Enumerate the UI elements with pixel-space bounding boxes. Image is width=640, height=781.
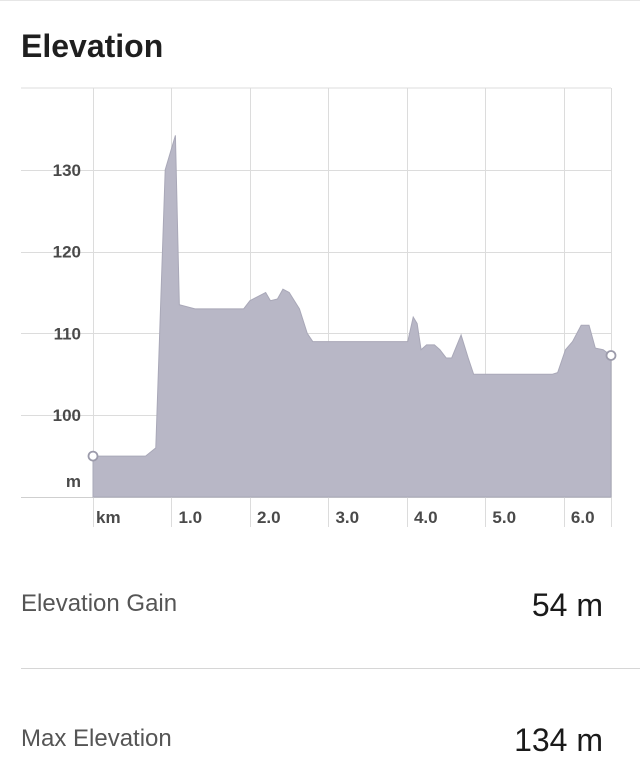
stat-value: 54 m: [531, 587, 603, 623]
elevation-chart: 100 110 120 130 m 1.0 2.0 3.0 4.0 5.0 6.0 km: [21, 87, 617, 527]
top-border: [0, 0, 640, 1]
start-point-marker: [87, 450, 99, 462]
chart-endpoints: [87, 350, 617, 462]
y-tick-label: 110: [54, 324, 81, 343]
x-tick-label: 6.0: [571, 508, 595, 527]
y-tick-label: 130: [53, 161, 81, 180]
elevation-area: [92, 135, 612, 498]
stat-row-elevation-gain: Elevation Gain 54 m: [0, 560, 640, 640]
x-tick-label: 5.0: [492, 508, 516, 527]
stat-label: Elevation Gain: [21, 590, 178, 617]
x-tick-label: 3.0: [335, 508, 359, 527]
x-tick-label: 4.0: [414, 508, 438, 527]
end-point-marker: [605, 350, 617, 361]
y-tick-label: 100: [53, 406, 81, 425]
stats-divider: [21, 668, 640, 669]
y-tick-label: 120: [53, 243, 81, 262]
x-tick-label: 1.0: [178, 508, 202, 527]
x-tick-label: 2.0: [257, 508, 281, 527]
x-unit-label: km: [96, 508, 121, 527]
y-unit-label: m: [66, 472, 81, 491]
stat-label: Max Elevation: [21, 725, 172, 752]
stat-value: 134 m: [514, 722, 603, 758]
stat-row-max-elevation: Max Elevation 134 m: [0, 696, 640, 776]
chart-tick-labels: 100 110 120 130 m 1.0 2.0 3.0 4.0 5.0 6.0 km: [53, 161, 595, 527]
page-title: Elevation: [21, 28, 164, 64]
